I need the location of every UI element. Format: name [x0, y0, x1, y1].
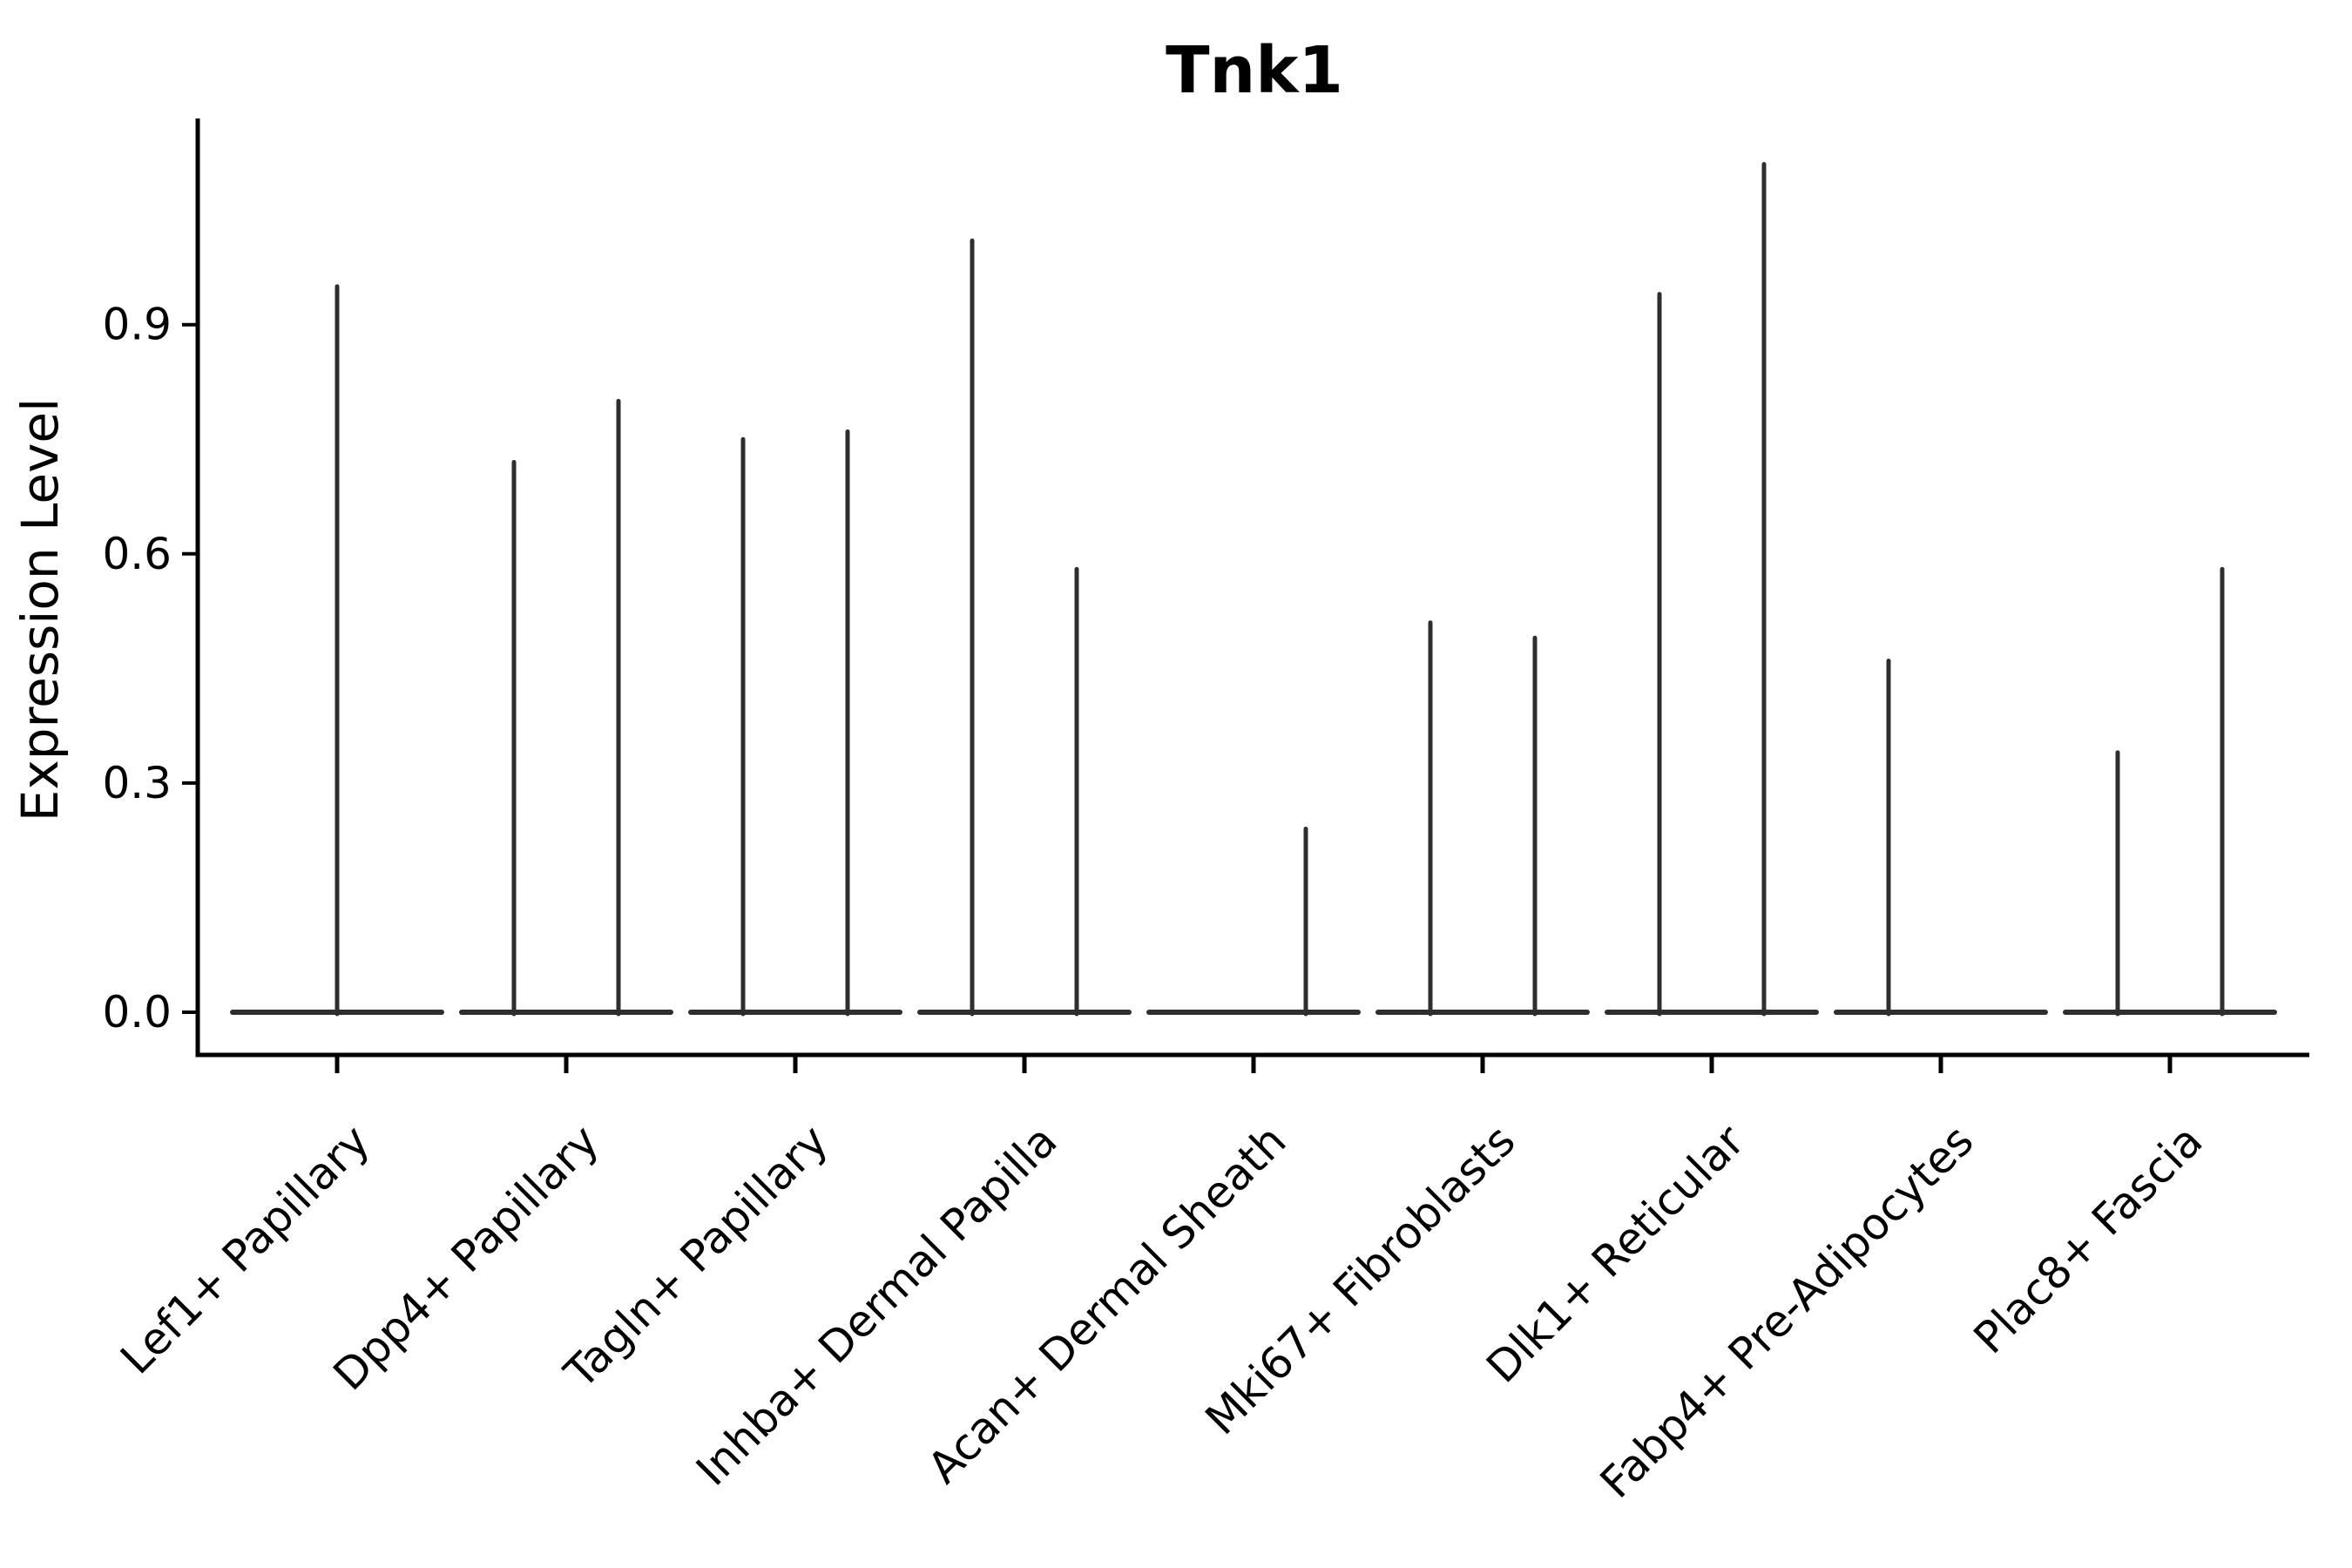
y-tick-label: 0.9	[102, 300, 172, 350]
x-tick-label: Lef1+ Papillary	[111, 1115, 379, 1383]
y-tick-label: 0.6	[102, 529, 172, 579]
x-tick-label: Fabp4+ Pre-Adipocytes	[1591, 1115, 1984, 1508]
chart-title: Tnk1	[1166, 33, 1343, 108]
y-tick-label: 0.0	[102, 987, 172, 1037]
y-axis-label: Expression Level	[10, 398, 70, 821]
y-tick-label: 0.3	[102, 758, 172, 808]
x-tick-label: Plac8+ Fascia	[1964, 1115, 2213, 1363]
